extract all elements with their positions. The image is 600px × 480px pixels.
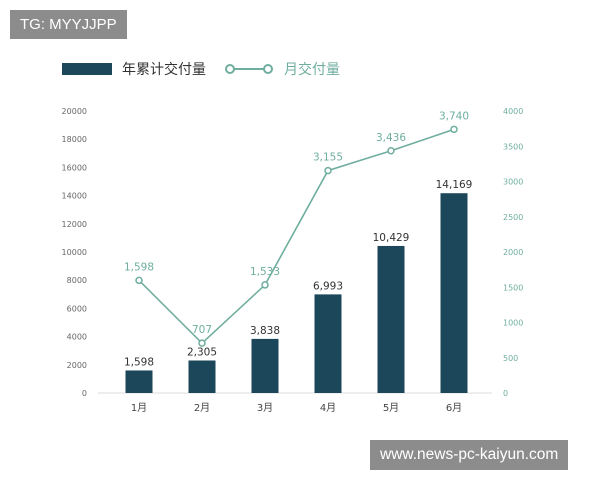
line-point <box>450 125 458 134</box>
right-axis-tick-label: 500 <box>503 354 518 363</box>
x-axis-tick-label: 3月 <box>257 402 273 414</box>
left-axis-tick-label: 2000 <box>67 361 87 370</box>
legend-bar-label: 年累计交付量 <box>122 61 206 78</box>
bar <box>251 338 279 393</box>
bar <box>314 294 342 393</box>
line-point <box>261 281 269 289</box>
bar-value-label: 14,169 <box>436 179 473 191</box>
left-axis-tick-label: 18000 <box>62 135 87 144</box>
left-axis-tick-label: 6000 <box>67 304 87 313</box>
right-axis-tick-label: 3500 <box>503 142 523 151</box>
right-axis-tick-label: 3000 <box>503 178 523 187</box>
right-axis: 0 500 1000 1500 2000 2500 3000 3500 4000 <box>503 107 523 398</box>
line-point <box>198 339 206 347</box>
bar-value-label: 1,598 <box>124 356 154 368</box>
legend-line-marker <box>225 64 235 74</box>
bar <box>188 360 216 393</box>
bar-value-label: 3,838 <box>250 325 280 337</box>
bar-value-label: 2,305 <box>187 346 217 358</box>
left-axis-tick-label: 16000 <box>62 163 87 172</box>
left-axis-tick-label: 8000 <box>67 276 87 285</box>
line-point <box>387 147 395 155</box>
right-axis-tick-label: 4000 <box>503 107 523 116</box>
x-axis-tick-label: 5月 <box>383 402 399 414</box>
line-value-label: 1,598 <box>124 261 154 273</box>
right-axis-tick-label: 1500 <box>503 283 523 292</box>
line-path <box>138 128 455 345</box>
left-axis: 0 2000 4000 6000 8000 10000 12000 14000 16000 180… <box>62 107 87 398</box>
right-axis-tick-label: 2000 <box>503 248 523 257</box>
line-value-label: 3,436 <box>376 132 406 144</box>
right-axis-tick-label: 0 <box>503 389 508 398</box>
left-axis-tick-label: 20000 <box>62 107 87 116</box>
x-axis-tick-label: 1月 <box>131 402 147 414</box>
legend-bar-swatch <box>62 63 112 75</box>
line-value-label: 707 <box>192 324 212 336</box>
line-point <box>135 276 143 285</box>
legend: 年累计交付量 月交付量 <box>62 61 340 78</box>
line-value-label: 3,155 <box>313 152 343 164</box>
line-value-label: 1,533 <box>250 266 280 278</box>
bar <box>440 193 468 393</box>
x-axis-tick-label: 6月 <box>446 402 462 414</box>
left-axis-tick-label: 4000 <box>67 333 87 342</box>
x-axis-ticks: 1月 2月 3月 4月 5月 6月 <box>131 402 462 414</box>
bar-series: 1,598 2,305 3,838 6,993 10,429 14,169 <box>124 179 472 393</box>
left-axis-tick-label: 12000 <box>62 220 87 229</box>
left-axis-tick-label: 10000 <box>62 248 87 257</box>
line-series: 1,598 707 1,533 3,155 3,436 3,740 <box>124 110 469 347</box>
line-point <box>324 166 332 175</box>
bar <box>377 245 405 393</box>
bar-value-label: 10,429 <box>373 232 410 244</box>
right-axis-tick-label: 2500 <box>503 213 523 222</box>
legend-line-marker <box>263 64 273 74</box>
legend-line-label: 月交付量 <box>284 61 340 78</box>
x-axis-tick-label: 2月 <box>194 402 210 414</box>
x-axis-tick-label: 4月 <box>320 402 336 414</box>
line-value-label: 3,740 <box>439 110 469 122</box>
left-axis-tick-label: 0 <box>82 389 87 398</box>
watermark-bottom: www.news-pc-kaiyun.com <box>370 440 569 470</box>
right-axis-tick-label: 1000 <box>503 319 523 328</box>
bar <box>125 370 153 393</box>
bar-value-label: 6,993 <box>313 280 343 292</box>
watermark-top: TG: MYYJJPP <box>10 10 127 39</box>
left-axis-tick-label: 14000 <box>62 192 87 201</box>
